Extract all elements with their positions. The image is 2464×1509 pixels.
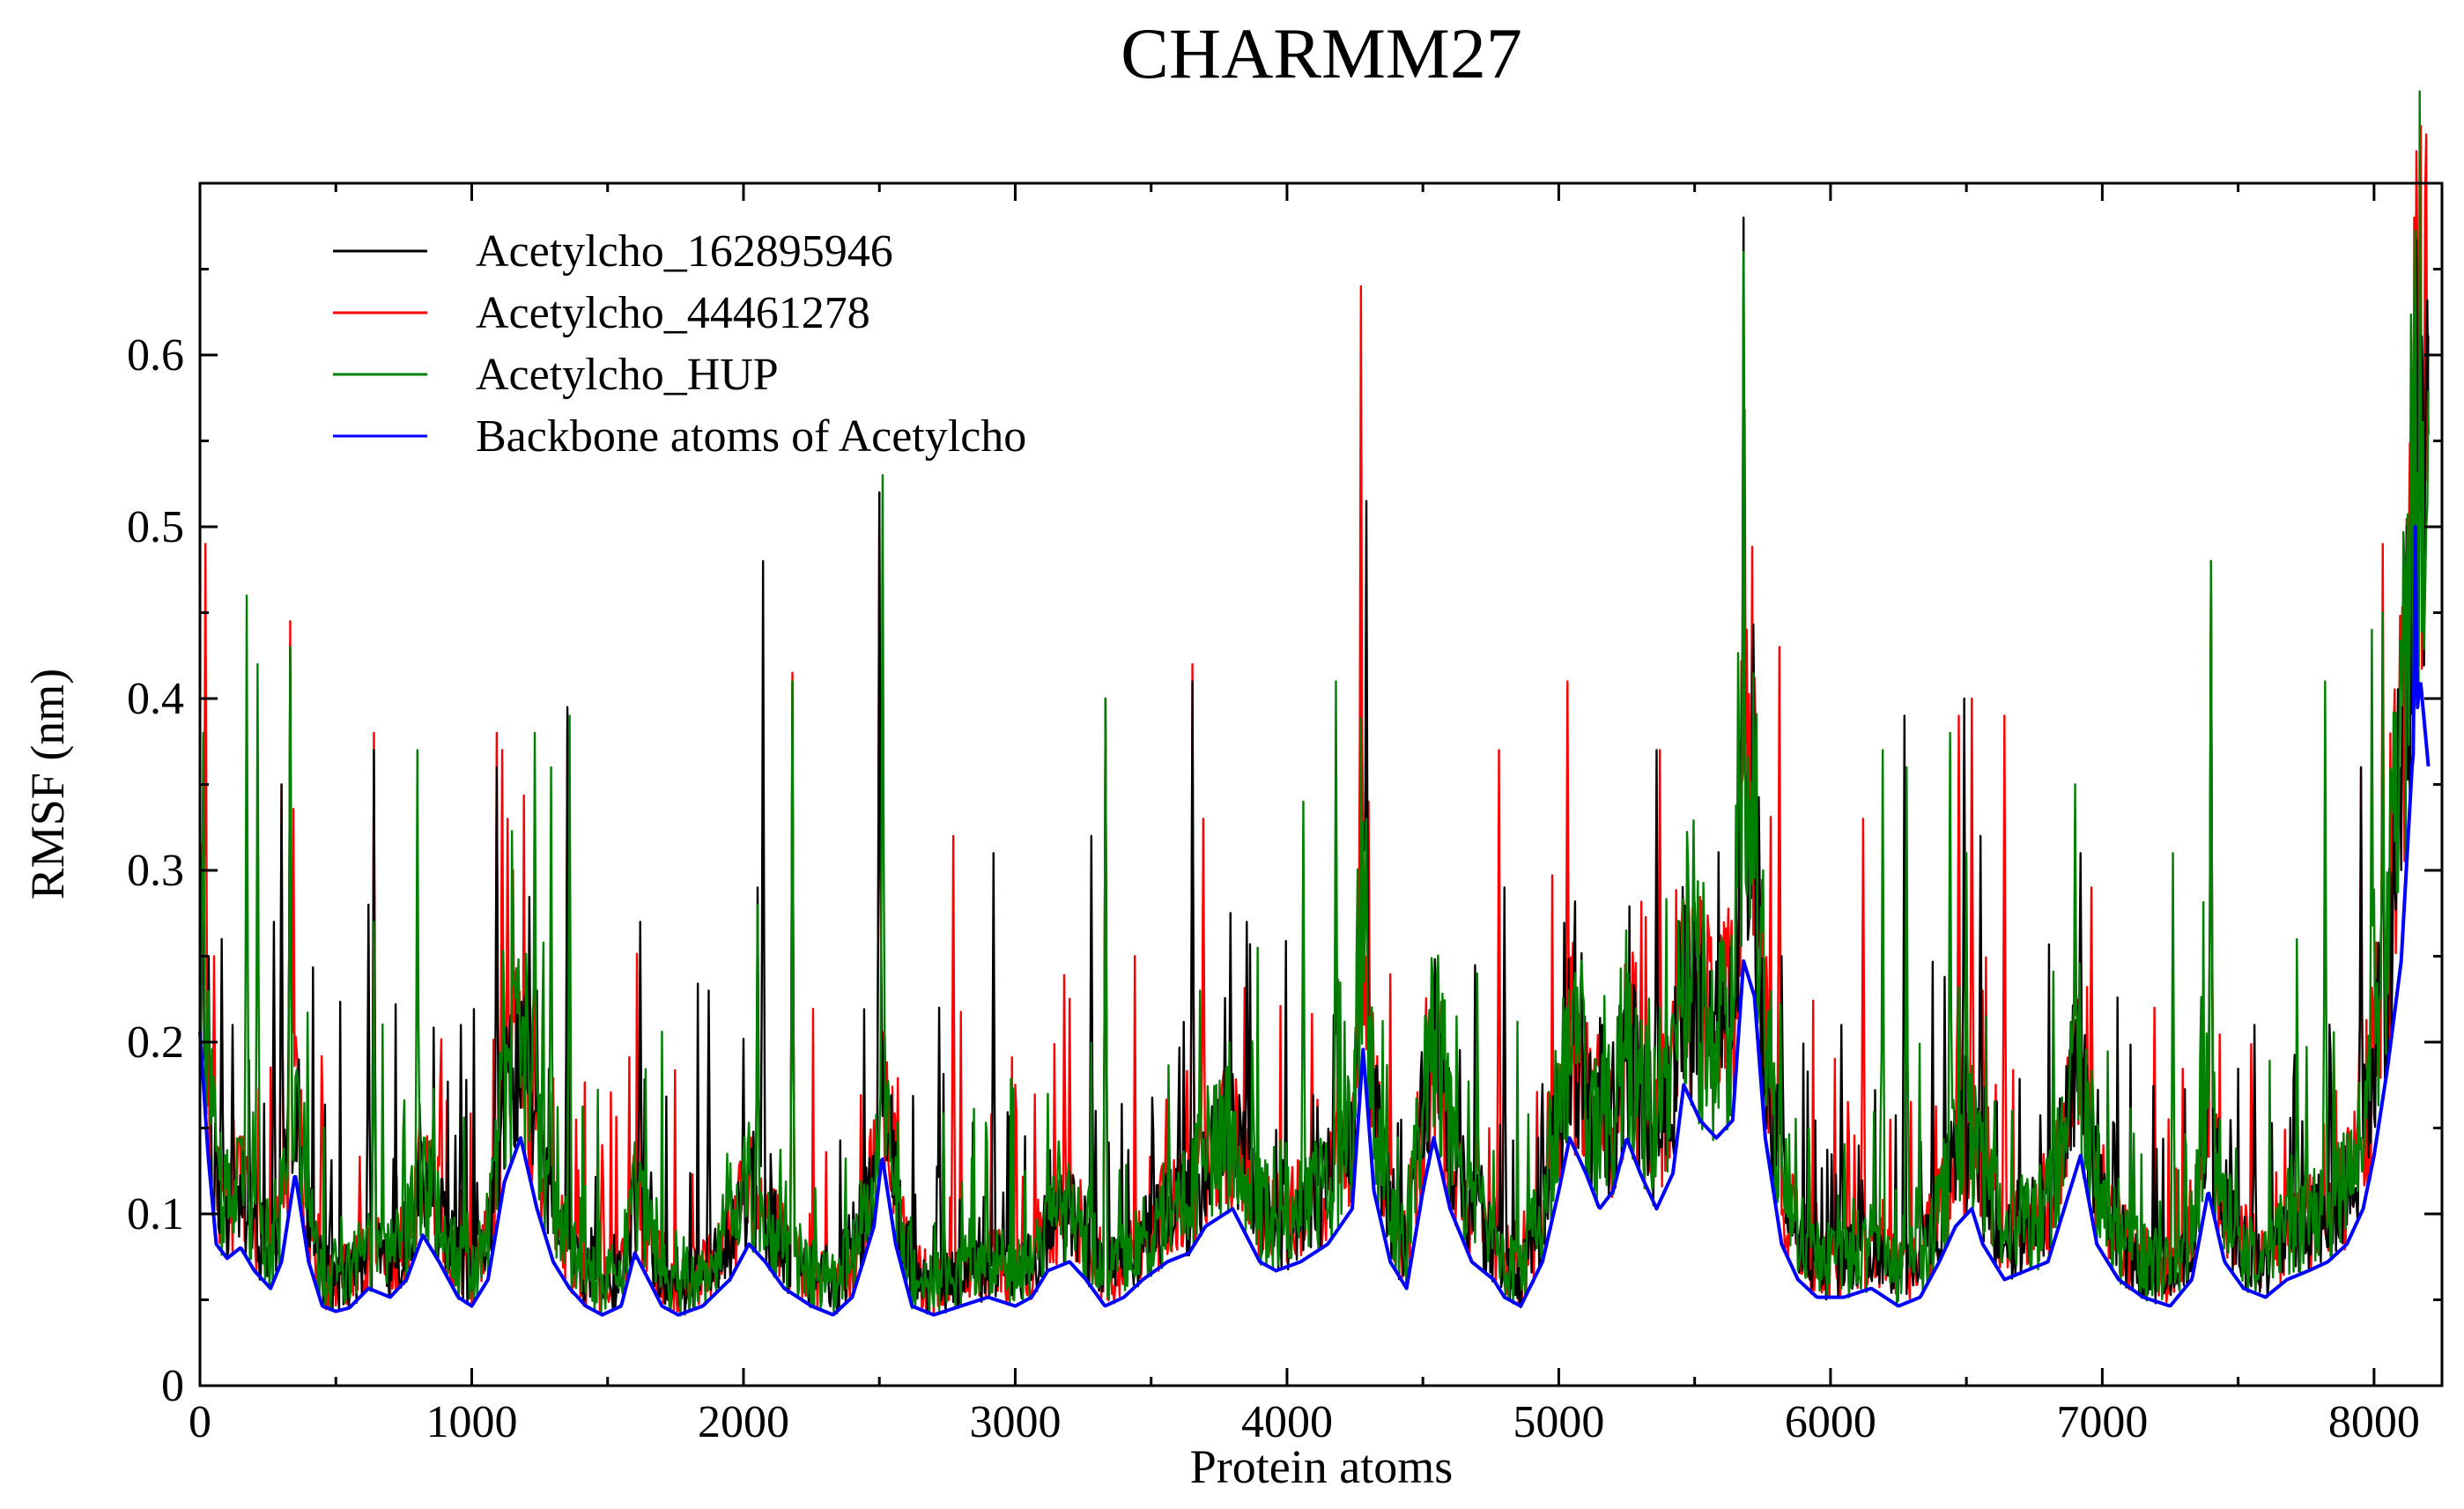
y-tick-label: 0 <box>161 1361 184 1411</box>
legend-label-3: Backbone atoms of Acetylcho <box>476 411 1026 462</box>
y-tick-label: 0.6 <box>127 330 184 381</box>
x-tick-label: 4000 <box>1241 1397 1333 1447</box>
y-tick-label: 0.1 <box>127 1189 184 1239</box>
series-line-2 <box>198 90 2430 1317</box>
x-tick-label: 3000 <box>969 1397 1061 1447</box>
legend-label-2: Acetylcho_HUP <box>476 350 779 400</box>
y-tick-label: 0.4 <box>127 674 184 724</box>
x-tick-label: 5000 <box>1513 1397 1604 1447</box>
legend: Acetylcho_162895946 Acetylcho_44461278 Ace… <box>333 226 1026 462</box>
x-tick-label: 6000 <box>1785 1397 1876 1447</box>
legend-label-0: Acetylcho_162895946 <box>476 226 893 277</box>
y-tick-label: 0.3 <box>127 846 184 896</box>
ticks-layer: 0 1000 2000 3000 4000 5000 6000 7000 8000 0 0.1 0.2… <box>127 183 2442 1447</box>
series-line-3 <box>198 525 2431 1317</box>
x-tick-label: 0 <box>189 1397 211 1447</box>
x-tick-label: 2000 <box>698 1397 789 1447</box>
x-tick-label: 7000 <box>2056 1397 2148 1447</box>
y-tick-label: 0.2 <box>127 1017 184 1068</box>
legend-label-1: Acetylcho_44461278 <box>476 288 870 338</box>
x-tick-label: 1000 <box>425 1397 517 1447</box>
x-tick-label: 8000 <box>2328 1397 2420 1447</box>
series-layer <box>198 90 2431 1317</box>
x-axis-label: Protein atoms <box>1190 1440 1453 1493</box>
y-axis-label: RMSF (nm) <box>21 669 74 900</box>
chart-title: CHARMM27 <box>1121 13 1522 93</box>
y-tick-label: 0.5 <box>127 502 184 552</box>
